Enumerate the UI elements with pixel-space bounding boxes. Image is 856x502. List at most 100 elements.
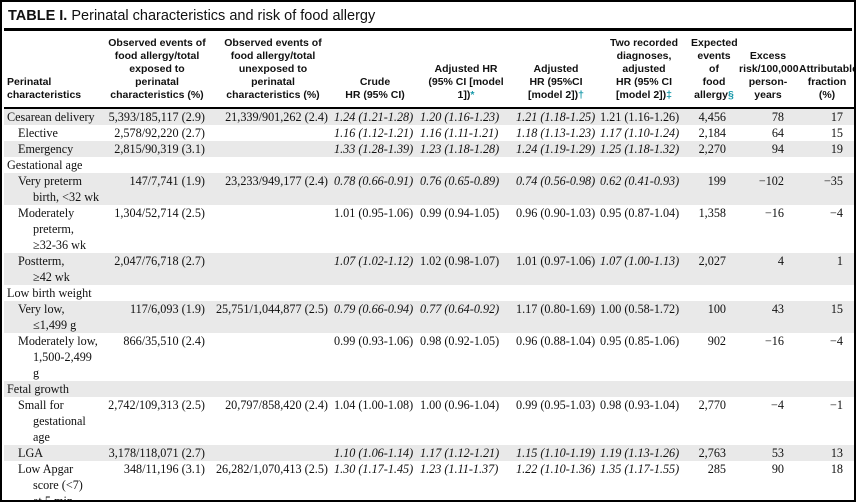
col-header-perinatal-characteristics: Perinatal characteristics [4, 31, 100, 110]
cell-m2: 1.18 (1.13-1.23) [516, 126, 596, 141]
cell-unexposed [214, 445, 332, 461]
cell-m1: 1.20 (1.16-1.23) [420, 110, 500, 125]
cell-crude: 1.24 (1.21-1.28) [334, 110, 414, 125]
cell-unexposed: 20,797/858,420 (2.4) [225, 398, 328, 413]
cell-two: 0.62 (0.41-0.93) [600, 174, 680, 189]
cell-crude: 0.79 (0.66-0.94) [334, 302, 414, 317]
table-row: Very preterm birth, <32 wk 147/7,741 (1.9… [4, 173, 854, 206]
row-label: Emergency [18, 142, 74, 157]
cell-m1 [418, 285, 514, 301]
cell-attributable: −4 [830, 206, 843, 221]
table-caption: Perinatal characteristics and risk of fo… [71, 8, 376, 24]
cell-m2: 1.17 (0.80-1.69) [516, 302, 596, 317]
cell-attributable: 15 [830, 126, 843, 141]
header-text: Two recorded diagnoses, adjusted HR (95%… [609, 37, 679, 102]
cell-m1: 0.99 (0.94-1.05) [420, 206, 500, 221]
cell-excess: −102 [758, 174, 784, 189]
table-row: Postterm, ≥42 wk 2,047/76,718 (2.7) 1.07 (… [4, 253, 854, 286]
row-label: Moderately low, 1,500-2,499 g [18, 334, 98, 381]
cell-unexposed [214, 157, 332, 173]
cell-expected: 2,270 [698, 142, 726, 157]
cell-two: 0.95 (0.85-1.06) [600, 334, 680, 349]
header-text: Adjusted HR (95%CI [model 2]) [527, 63, 583, 102]
section-label: Low birth weight [7, 286, 92, 301]
col-header-adjusted-hr-model2: Adjusted HR (95%CI [model 2])† [514, 31, 598, 110]
cell-unexposed: 25,751/1,044,877 (2.5) [215, 302, 328, 317]
cell-m2: 1.24 (1.19-1.29) [516, 142, 596, 157]
row-label: Cesarean delivery [7, 110, 95, 125]
cell-crude [332, 285, 418, 301]
table-row: Cesarean delivery 5,393/185,117 (2.9) 21,3… [4, 108, 854, 126]
cell-unexposed [214, 285, 332, 301]
cell-two: 1.21 (1.16-1.26) [600, 110, 680, 125]
cell-excess: −4 [771, 398, 784, 413]
cell-two: 1.00 (0.58-1.72) [600, 302, 680, 317]
row-label: Very low, ≤1,499 g [18, 302, 77, 333]
cell-excess [738, 381, 798, 397]
cell-two: 1.17 (1.10-1.24) [600, 126, 680, 141]
cell-attributable: 19 [830, 142, 843, 157]
cell-m2: 1.15 (1.10-1.19) [516, 446, 596, 461]
cell-two: 1.35 (1.17-1.55) [600, 462, 680, 477]
footnote-marker: ‡ [666, 89, 672, 102]
cell-crude: 1.04 (1.00-1.08) [334, 398, 414, 413]
table-row: Moderately low, 1,500-2,499 g 866/35,510 … [4, 333, 854, 381]
cell-unexposed [214, 381, 332, 397]
cell-crude: 0.78 (0.66-0.91) [334, 174, 414, 189]
cell-attributable: −4 [830, 334, 843, 349]
cell-excess: 53 [771, 446, 784, 461]
cell-two: 1.07 (1.00-1.13) [600, 254, 680, 269]
cell-crude: 1.16 (1.12-1.21) [334, 126, 414, 141]
cell-crude: 0.99 (0.93-1.06) [334, 334, 414, 349]
cell-expected: 4,456 [698, 110, 726, 125]
cell-unexposed [214, 333, 332, 381]
cell-excess: 4 [777, 254, 784, 269]
cell-exposed: 2,578/92,220 (2.7) [114, 126, 205, 141]
cell-unexposed: 23,233/949,177 (2.4) [225, 174, 328, 189]
cell-m1: 1.00 (0.96-1.04) [420, 398, 500, 413]
cell-exposed: 866/35,510 (2.4) [123, 334, 205, 349]
cell-attributable: 13 [830, 446, 843, 461]
table-row: Emergency 2,815/90,319 (3.1) 1.33 (1.28-1.… [4, 141, 854, 158]
cell-m2: 0.96 (0.90-1.03) [516, 206, 596, 221]
cell-m1: 1.23 (1.11-1.37) [420, 462, 499, 477]
cell-crude [332, 381, 418, 397]
cell-expected: 2,184 [698, 126, 726, 141]
cell-attributable: −1 [830, 398, 843, 413]
cell-exposed: 348/11,196 (3.1) [123, 462, 205, 477]
cell-exposed: 3,178/118,071 (2.7) [108, 446, 205, 461]
cell-two: 0.95 (0.87-1.04) [600, 206, 680, 221]
section-header-row: Low birth weight [4, 285, 854, 301]
cell-unexposed: 21,339/901,262 (2.4) [225, 110, 328, 125]
cell-excess: 78 [771, 110, 784, 125]
cell-m2 [514, 285, 598, 301]
col-header-observed-unexposed: Observed events of food allergy/total un… [214, 31, 332, 110]
cell-crude: 1.33 (1.28-1.39) [334, 142, 414, 157]
cell-m2: 1.01 (0.97-1.06) [516, 254, 596, 269]
section-label: Fetal growth [7, 382, 69, 397]
cell-exposed [100, 285, 214, 301]
cell-m1: 1.16 (1.11-1.21) [420, 126, 499, 141]
header-text: Crude HR (95% CI) [345, 76, 405, 102]
cell-expected: 902 [707, 334, 726, 349]
cell-expected: 2,770 [698, 398, 726, 413]
row-label: LGA [18, 446, 44, 461]
col-header-attributable-fraction: Attributable fraction (%) [798, 31, 854, 110]
cell-m2 [514, 157, 598, 173]
col-header-observed-exposed: Observed events of food allergy/total ex… [100, 31, 214, 110]
cell-unexposed: 26,282/1,070,413 (2.5) [215, 462, 328, 477]
cell-attributable: −35 [823, 174, 843, 189]
row-label: Low Apgar score (<7) at 5 min [18, 462, 83, 502]
col-header-excess-risk: Excess risk/100,000 person- years [738, 31, 799, 110]
cell-exposed: 1,304/52,714 (2.5) [114, 206, 205, 221]
cell-attributable: 18 [830, 462, 843, 477]
cell-expected: 1,358 [698, 206, 726, 221]
header-text: Perinatal characteristics [7, 76, 82, 102]
table-header-row: Perinatal characteristics Observed event… [4, 31, 854, 110]
header-text: Observed events of food allergy/total ex… [108, 37, 206, 102]
cell-expected: 199 [707, 174, 726, 189]
section-header-row: Gestational age [4, 157, 854, 173]
cell-crude: 1.30 (1.17-1.45) [334, 462, 414, 477]
cell-m1: 0.98 (0.92-1.05) [420, 334, 500, 349]
